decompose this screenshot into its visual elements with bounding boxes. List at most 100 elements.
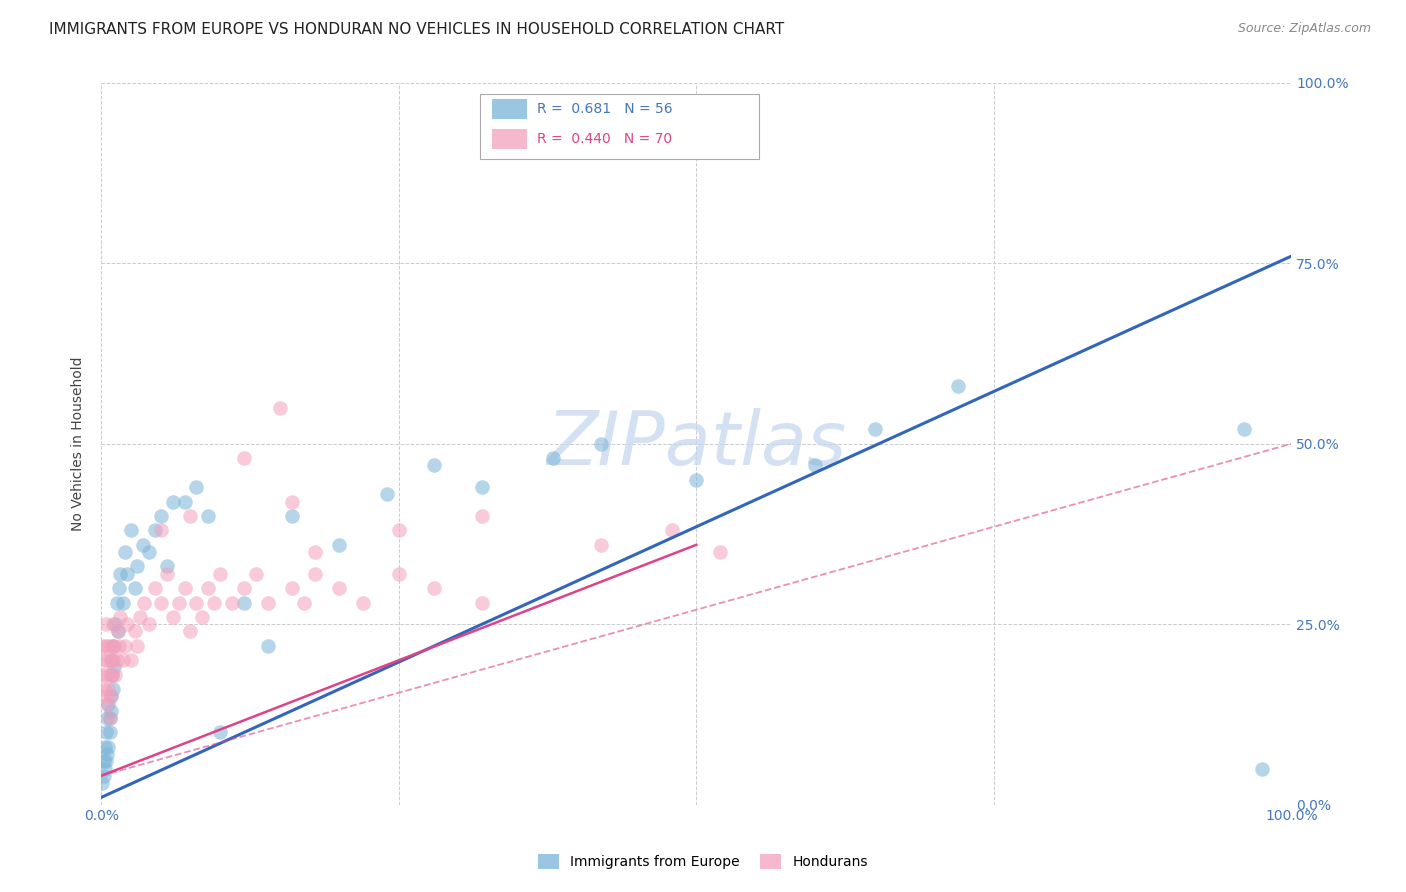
Point [103,660,125,674]
Point [120,524,142,538]
Point [423,581,446,595]
Point [156,566,179,581]
Point [328,581,350,595]
Point [233,596,256,610]
Point [98,725,121,739]
Point [709,545,731,559]
Point [138,617,160,632]
Point [94,667,117,681]
Point [101,653,124,667]
Point [100,690,122,704]
Point [138,545,160,559]
Point [124,624,146,639]
Point [388,524,411,538]
Point [111,596,134,610]
Point [191,610,214,624]
Point [162,610,184,624]
Point [117,566,139,581]
Point [256,639,278,653]
Point [100,704,122,718]
Point [91,639,114,653]
Point [197,508,219,523]
Point [304,545,326,559]
Point [352,596,374,610]
Point [423,458,446,473]
Point [1250,762,1272,776]
Point [186,596,208,610]
Point [110,566,132,581]
Point [233,581,256,595]
Point [280,508,302,523]
Point [863,422,886,436]
Point [125,559,148,574]
Point [93,769,115,783]
Point [661,524,683,538]
Point [221,596,243,610]
Point [804,458,827,473]
Point [94,639,117,653]
Point [388,566,411,581]
Point [105,596,128,610]
Point [100,653,122,667]
Point [96,653,118,667]
Point [589,538,612,552]
Point [685,473,707,487]
Point [132,596,155,610]
Point [104,617,127,632]
Point [946,379,969,393]
Point [143,524,166,538]
Point [94,754,117,768]
Point [100,690,122,704]
Point [117,617,139,632]
Point [149,596,172,610]
Point [543,451,565,466]
Point [96,747,118,761]
Point [91,667,114,681]
Point [471,508,494,523]
Point [94,617,117,632]
Point [93,682,115,697]
Point [233,451,256,466]
Bar [492,129,527,149]
Point [304,566,326,581]
Text: ZIPatlas: ZIPatlas [546,408,846,480]
Point [94,762,117,776]
Point [209,566,232,581]
Point [98,711,121,725]
Point [280,494,302,508]
Point [101,667,124,681]
Point [328,538,350,552]
Point [132,538,155,552]
Point [97,739,120,754]
Point [107,624,129,639]
Point [245,566,267,581]
Point [103,639,125,653]
Point [179,508,201,523]
Point [114,545,136,559]
Point [129,610,152,624]
Point [91,776,114,790]
Bar [492,99,527,119]
Point [471,480,494,494]
FancyBboxPatch shape [479,94,759,159]
Point [108,639,131,653]
Point [149,508,172,523]
Legend: Immigrants from Europe, Hondurans: Immigrants from Europe, Hondurans [531,847,875,876]
Point [107,624,129,639]
Point [120,653,142,667]
Point [375,487,398,501]
Point [114,639,136,653]
Point [94,725,117,739]
Point [101,617,124,632]
Y-axis label: No Vehicles in Household: No Vehicles in Household [72,357,86,531]
Point [98,711,121,725]
Point [167,596,190,610]
Point [101,639,124,653]
Point [101,667,124,681]
Point [173,581,195,595]
Point [124,581,146,595]
Point [292,596,315,610]
Point [209,725,232,739]
Point [173,494,195,508]
Point [93,754,115,768]
